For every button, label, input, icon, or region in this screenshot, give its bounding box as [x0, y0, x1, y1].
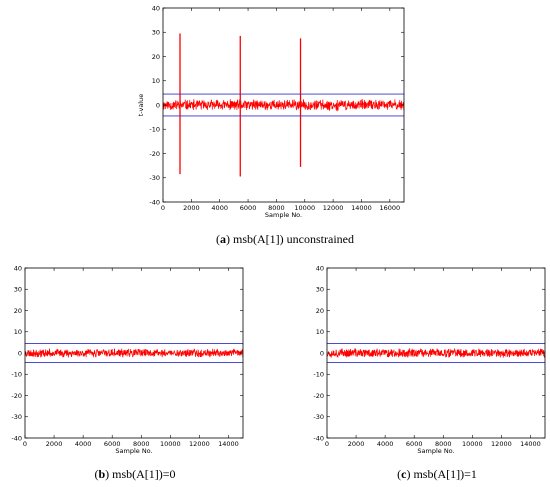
panel-a-plot: 0 2000 4000 6000 8000 10000 12000 14000 16000 -40… [137, 4, 405, 219]
panel-c-caption: (c) msb(A[1])=1 [397, 467, 477, 481]
panel-b: 0 2000 4000 6000 8000 10000 12000 14000 -40 -30 -2… [11, 264, 244, 481]
panel-a-caption: (a) msb(A[1]) unconstrained [216, 232, 354, 246]
x-tick-label: 10000 [294, 204, 315, 212]
x-tick-label: 14000 [351, 204, 372, 212]
y-tick-label: 10 [14, 328, 22, 336]
y-tick-label: -40 [149, 198, 160, 206]
series-trace [162, 98, 405, 112]
y-tick-label: 40 [152, 4, 160, 12]
y-tick-label: -10 [149, 126, 160, 134]
x-tick-label: 4000 [211, 204, 228, 212]
y-tick-label: 40 [316, 264, 324, 272]
panel-c-plot: 0 2000 4000 6000 8000 10000 12000 14000 -40 -30 -2… [313, 264, 546, 455]
y-tick-label: -40 [313, 434, 324, 442]
x-tick-label: 4000 [377, 440, 394, 448]
y-tick-label: -30 [11, 413, 22, 421]
y-tick-label: 30 [14, 286, 22, 294]
x-tick-label: 4000 [75, 440, 92, 448]
x-tick-label: 2000 [46, 440, 63, 448]
y-tick-label: 40 [14, 264, 22, 272]
x-tick-label: 12000 [189, 440, 210, 448]
x-axis-label: Sample No. [265, 211, 302, 219]
y-tick-label: 10 [316, 328, 324, 336]
x-tick-label: 14000 [218, 440, 239, 448]
x-tick-label: 6000 [406, 440, 423, 448]
y-tick-label: 10 [152, 77, 160, 85]
x-tick-label: 14000 [520, 440, 541, 448]
y-tick-label: 0 [320, 349, 324, 357]
x-tick-label: 10000 [160, 440, 181, 448]
x-axis-label: Sample No. [115, 447, 152, 455]
y-tick-label: -30 [149, 174, 160, 182]
panel-b-plot: 0 2000 4000 6000 8000 10000 12000 14000 -40 -30 -2… [11, 264, 244, 455]
y-tick-label: -20 [149, 150, 160, 158]
y-tick-label: -20 [313, 392, 324, 400]
y-tick-label: 30 [316, 286, 324, 294]
x-tick-label: 12000 [323, 204, 344, 212]
x-tick-label: 0 [161, 204, 165, 212]
x-tick-label: 12000 [491, 440, 512, 448]
panel-b-caption: (b) msb(A[1])=0 [94, 467, 175, 481]
x-axis-label: Sample No. [417, 447, 454, 455]
x-tick-label: 0 [23, 440, 27, 448]
y-tick-label: 0 [18, 349, 22, 357]
x-tick-label: 6000 [104, 440, 121, 448]
x-tick-label: 8000 [268, 204, 285, 212]
y-tick-label: 20 [14, 307, 22, 315]
y-tick-label: 20 [316, 307, 324, 315]
y-tick-label: -40 [11, 434, 22, 442]
x-tick-label: 8000 [133, 440, 150, 448]
x-tick-label: 10000 [462, 440, 483, 448]
y-tick-label: -20 [11, 392, 22, 400]
y-tick-label: 20 [152, 53, 160, 61]
x-tick-label: 2000 [183, 204, 200, 212]
panel-c: 0 2000 4000 6000 8000 10000 12000 14000 -40 -30 -2… [313, 264, 546, 481]
y-tick-label: 30 [152, 29, 160, 37]
series-trace [24, 348, 244, 358]
x-tick-label: 6000 [240, 204, 257, 212]
y-axis-label: t-value [137, 94, 145, 116]
x-tick-label: 0 [325, 440, 329, 448]
x-tick-label: 8000 [435, 440, 452, 448]
series-trace [326, 348, 546, 359]
panel-a: 0 2000 4000 6000 8000 10000 12000 14000 16000 -40… [137, 4, 405, 246]
y-tick-label: -30 [313, 413, 324, 421]
y-tick-label: 0 [156, 101, 160, 109]
y-tick-label: -10 [313, 371, 324, 379]
y-tick-label: -10 [11, 371, 22, 379]
x-tick-label: 16000 [379, 204, 400, 212]
x-tick-label: 2000 [348, 440, 365, 448]
